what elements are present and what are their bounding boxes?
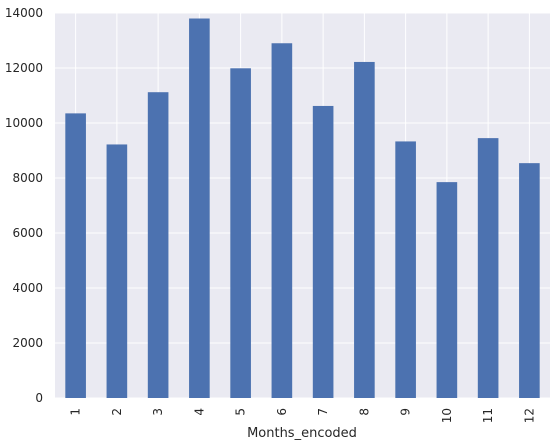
bar-month-5 (230, 68, 251, 399)
x-tick-label: 12 (522, 408, 536, 423)
x-tick-label: 3 (151, 408, 165, 416)
x-tick-label: 7 (316, 408, 330, 416)
y-tick-label: 0 (35, 391, 43, 405)
y-tick-label: 14000 (5, 6, 43, 20)
y-tick-label: 12000 (5, 61, 43, 75)
y-tick-labels: 0 2000 4000 6000 8000 10000 12000 14000 (5, 6, 43, 405)
x-tick-label: 10 (440, 408, 454, 423)
x-tick-label: 2 (110, 408, 124, 416)
bar-month-11 (477, 138, 499, 398)
x-axis-label: Months_encoded (247, 426, 357, 441)
x-tick-label: 4 (192, 408, 206, 416)
x-tick-label: 11 (481, 408, 495, 423)
x-tick-label: 5 (234, 408, 248, 416)
y-tick-label: 6000 (12, 226, 43, 240)
x-tick-label: 9 (399, 408, 413, 416)
bar-month-4 (189, 18, 210, 398)
bar-month-7 (312, 105, 334, 398)
y-tick-label: 2000 (12, 336, 43, 350)
x-tick-label: 6 (275, 408, 289, 416)
bars (65, 18, 540, 399)
bar-month-1 (65, 113, 86, 398)
y-tick-label: 4000 (12, 281, 43, 295)
bar-month-6 (271, 43, 293, 398)
x-tick-label: 1 (69, 408, 83, 416)
y-tick-label: 8000 (12, 171, 43, 185)
bar-month-10 (436, 182, 458, 398)
x-tick-labels: 1 2 3 4 5 6 7 8 9 10 11 12 (69, 408, 537, 423)
plot-area (55, 13, 550, 398)
bar-month-3 (147, 92, 169, 398)
bar-month-8 (354, 61, 375, 398)
bar-month-9 (395, 141, 416, 399)
bar-month-12 (519, 163, 540, 398)
x-tick-label: 8 (357, 408, 371, 416)
y-tick-label: 10000 (5, 116, 43, 130)
bar-month-2 (106, 144, 128, 398)
